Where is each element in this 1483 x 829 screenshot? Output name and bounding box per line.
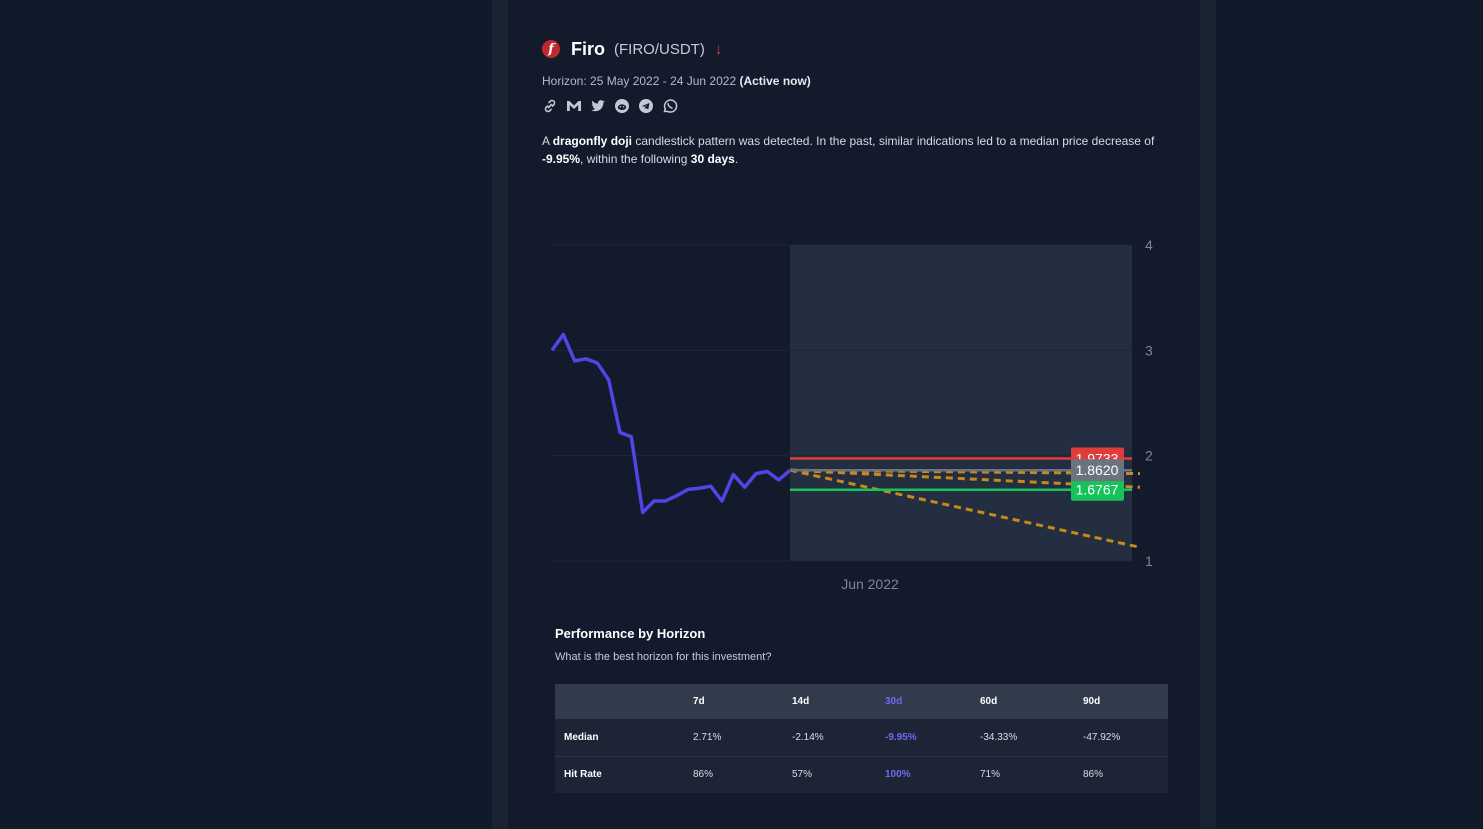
reddit-icon[interactable] — [614, 98, 630, 114]
right-rail — [1200, 0, 1216, 829]
horizon-info: Horizon: 25 May 2022 - 24 Jun 2022 (Acti… — [542, 74, 811, 88]
y-tick-label: 2 — [1145, 448, 1153, 464]
gmail-icon[interactable] — [566, 98, 582, 114]
table-cell: 86% — [693, 769, 714, 781]
column-header — [555, 684, 684, 719]
firo-logo-icon: f — [542, 40, 560, 58]
current-price-label-box — [1071, 459, 1124, 482]
share-bar — [542, 98, 678, 114]
lower-target-label: 1.6767 — [1076, 482, 1119, 498]
table-cell: -34.33% — [980, 731, 1018, 743]
current-price-label: 1.8620 — [1076, 462, 1119, 478]
column-header: 60d — [980, 696, 998, 707]
lower-target-label-box — [1071, 478, 1124, 501]
table-header-row: 7d 14d 30d 60d 90d — [555, 684, 1168, 719]
performance-table: 7d 14d 30d 60d 90d Median 2.71% -2.14% -… — [555, 684, 1168, 793]
horizon-shade — [790, 245, 1132, 561]
left-rail — [492, 0, 508, 829]
table-cell: 71% — [980, 769, 1001, 781]
twitter-icon[interactable] — [590, 98, 606, 114]
table-cell-highlighted: 100% — [885, 769, 911, 781]
link-icon[interactable] — [542, 98, 558, 114]
y-tick-label: 3 — [1145, 342, 1153, 358]
row-label: Median — [564, 731, 599, 743]
telegram-icon[interactable] — [638, 98, 654, 114]
table-cell: 57% — [792, 769, 813, 781]
row-label: Hit Rate — [564, 769, 602, 781]
pattern-description: A dragonfly doji candlestick pattern was… — [542, 134, 1155, 166]
horizon-label: Horizon: 25 May 2022 - 24 Jun 2022 — [542, 74, 737, 88]
horizon-status: (Active now) — [739, 74, 811, 88]
pattern-name: dragonfly doji — [552, 134, 633, 148]
column-header: 7d — [693, 696, 705, 707]
performance-title: Performance by Horizon — [555, 626, 706, 641]
table-cell: 2.71% — [693, 731, 722, 743]
performance-subtitle: What is the best horizon for this invest… — [555, 651, 772, 663]
table-cell: -2.14% — [792, 731, 824, 743]
column-header: 14d — [792, 696, 810, 707]
column-header-highlighted: 30d — [885, 696, 903, 707]
column-header: 90d — [1083, 696, 1101, 707]
whatsapp-icon[interactable] — [662, 98, 678, 114]
median-change: -9.95% — [542, 152, 581, 166]
table-cell-highlighted: -9.95% — [885, 731, 917, 743]
y-tick-label: 4 — [1145, 237, 1153, 253]
table-cell: 86% — [1083, 769, 1104, 781]
price-line — [550, 332, 792, 515]
table-row: Hit Rate 86% 57% 100% 71% 86% — [555, 756, 1168, 793]
arrow-down-icon: ↓ — [714, 40, 723, 58]
table-cell: -47.92% — [1083, 731, 1121, 743]
y-tick-label: 1 — [1145, 553, 1153, 569]
asset-header: f Firo (FIRO/USDT) ↓ — [542, 37, 722, 61]
x-axis-label: Jun 2022 — [841, 576, 899, 592]
asset-pair: (FIRO/USDT) — [614, 40, 705, 58]
asset-name[interactable]: Firo — [571, 38, 605, 59]
table-row: Median 2.71% -2.14% -9.95% -34.33% -47.9… — [555, 719, 1168, 756]
horizon-days: 30 days — [690, 152, 735, 166]
